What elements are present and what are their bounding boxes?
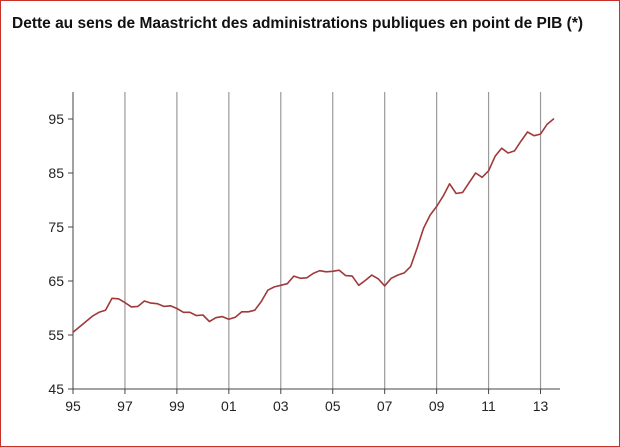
x-tick-label: 95 [65, 398, 81, 414]
series-line [72, 118, 555, 334]
x-tick-label: 03 [273, 398, 289, 414]
x-tick-label: 07 [377, 398, 393, 414]
y-tick-label: 85 [48, 165, 64, 181]
y-tick-label: 75 [48, 219, 64, 235]
x-tick-label: 99 [169, 398, 185, 414]
vertical-gridlines [124, 92, 542, 389]
y-tick-label: 95 [48, 111, 64, 127]
x-tick-label: 01 [221, 398, 237, 414]
y-tick-label: 55 [48, 327, 64, 343]
axes [68, 92, 560, 394]
x-tick-label: 09 [429, 398, 445, 414]
x-tick-label: 97 [117, 398, 133, 414]
x-tick-label: 13 [533, 398, 549, 414]
y-tick-label: 45 [48, 381, 64, 397]
y-tick-labels: 45 55 65 75 85 95 [48, 111, 64, 397]
series-group [72, 118, 555, 334]
y-tick-label: 65 [48, 273, 64, 289]
x-tick-labels: 95 97 99 01 03 05 07 09 11 13 [65, 398, 548, 414]
chart-title: Dette au sens de Maastricht des administ… [12, 15, 584, 32]
x-tick-label: 11 [481, 398, 496, 414]
plot-background [62, 92, 570, 394]
x-tick-label: 05 [325, 398, 341, 414]
